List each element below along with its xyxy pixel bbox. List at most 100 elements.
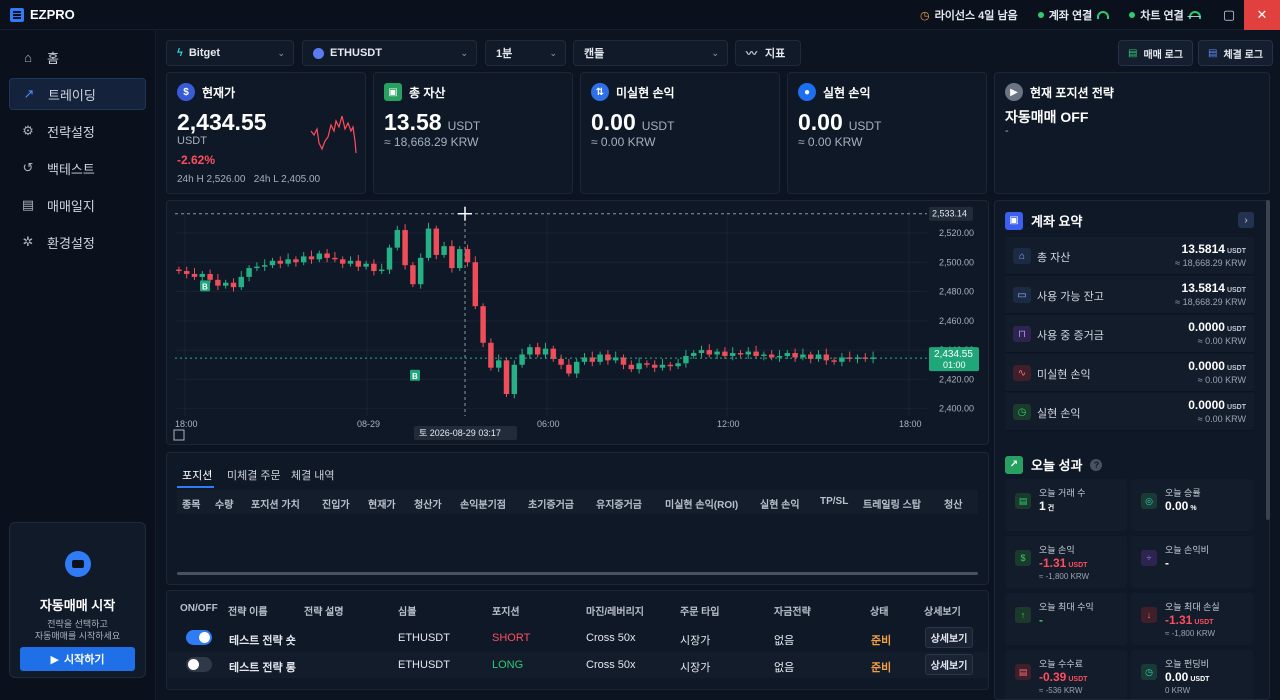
bitget-icon: ϟ — [177, 47, 183, 59]
detail-button[interactable]: 상세보기 — [925, 654, 973, 675]
candle — [261, 265, 268, 267]
wallet-icon: ▣ — [1005, 211, 1023, 230]
clock-icon: ◷ — [1013, 404, 1031, 420]
home-icon: ⌂ — [24, 49, 32, 65]
target-icon: ● — [798, 83, 816, 101]
x-tick-label: 18:00 — [175, 419, 198, 429]
candle — [230, 282, 237, 288]
arrows-icon: ⇅ — [591, 83, 609, 101]
candle — [519, 354, 525, 365]
status-dot-icon — [1037, 12, 1044, 18]
buy-marker — [410, 369, 420, 381]
total-asset-card: ▣ 총 자산 13.58 USDT ≈ 18,668.29 KRW — [373, 72, 573, 194]
document-icon: ▤ — [1015, 493, 1031, 509]
y-tick-label: 2,500.00 — [939, 257, 974, 267]
candle — [425, 228, 432, 258]
symbol-select[interactable]: ETHUSDT ⌄ — [302, 40, 477, 66]
candle — [417, 257, 424, 285]
strategy-toggle[interactable] — [186, 630, 212, 645]
trade-log-button[interactable]: ▤ 매매 로그 — [1118, 40, 1194, 66]
wifi-icon — [1188, 11, 1201, 19]
close-button[interactable]: ✕ — [1244, 0, 1280, 30]
candle — [542, 348, 549, 355]
sidebar-item-backtest[interactable]: ↺ 백테스트 — [22, 160, 95, 177]
lock-icon: ⊓ — [1013, 326, 1031, 342]
strategy-row: 테스트 전략 숏 ETHUSDT SHORT Cross 50x 시장가 없음 … — [168, 625, 988, 651]
candle — [503, 360, 510, 395]
vertical-scrollbar[interactable] — [1266, 200, 1270, 520]
strategy-toggle[interactable] — [186, 657, 212, 672]
active-tab-indicator — [177, 486, 214, 488]
price-card: $ 현재가 2,434.55 USDT -2.62% 24h H 2,526.00… — [166, 72, 366, 194]
tab-positions[interactable]: 포지션 — [182, 470, 213, 482]
candle — [527, 347, 533, 355]
horizontal-scrollbar[interactable] — [177, 572, 978, 575]
wallet-icon: ▣ — [384, 83, 402, 101]
candle — [800, 354, 806, 358]
last-price-time: 01:00 — [943, 360, 966, 370]
y-tick-label: 2,420.00 — [939, 374, 974, 384]
candle — [706, 350, 713, 355]
candlestick-chart[interactable]: 2,520.002,500.002,480.002,460.002,440.00… — [167, 201, 990, 446]
detail-button[interactable]: 상세보기 — [925, 627, 973, 648]
candle — [183, 271, 190, 274]
total-asset-value: 13.58 USDT — [384, 109, 481, 135]
candle — [729, 353, 736, 356]
candle — [410, 265, 416, 285]
today-performance-title: ↗ 오늘 성과? — [1005, 455, 1103, 474]
chevron-right-icon[interactable]: › — [1238, 212, 1254, 228]
candle — [176, 269, 182, 272]
candle — [433, 228, 440, 255]
target-icon: ◎ — [1141, 493, 1157, 509]
y-tick-label: 2,480.00 — [939, 287, 974, 297]
candle — [683, 355, 689, 364]
logo-icon — [10, 7, 24, 22]
interval-select[interactable]: 1분 ⌄ — [485, 40, 566, 66]
candle — [324, 253, 330, 258]
indicator-button[interactable]: 〰 지표 — [735, 40, 801, 66]
exchange-select[interactable]: ϟ Bitget ⌄ — [166, 40, 294, 66]
sidebar-item-settings[interactable]: ✲ 환경설정 — [22, 234, 95, 251]
candle — [636, 363, 642, 370]
price-change: -2.62% — [177, 153, 216, 167]
unrealized-pnl-card: ⇅ 미실현 손익 0.00 USDT ≈ 0.00 KRW — [580, 72, 780, 194]
backtest-icon: ↺ — [22, 160, 34, 175]
app-title: EZPRO — [30, 7, 75, 22]
candle — [550, 348, 557, 359]
tab-fill-history[interactable]: 체결 내역 — [291, 470, 335, 482]
chart-type-select[interactable]: 캔들 ⌄ — [573, 40, 728, 66]
divide-icon: ÷ — [1141, 550, 1157, 566]
dollar-icon: $ — [1015, 550, 1031, 566]
candle — [870, 357, 876, 359]
candle — [784, 353, 791, 356]
chevron-down-icon: ⌄ — [549, 47, 557, 58]
account-row: ▭ 사용 가능 잔고 13.5814 USDT ≈ 18,668.29 KRW — [1005, 276, 1254, 314]
price-unit: USDT — [177, 135, 207, 147]
current-price: 2,434.55 — [177, 109, 267, 135]
candle — [644, 363, 650, 365]
tab-open-orders[interactable]: 미체결 주문 — [227, 470, 281, 482]
minimize-button[interactable]: — — [1187, 7, 1201, 23]
auto-trading-card: 자동매매 시작 전략을 선택하고 자동매매를 시작하세요 ▶ 시작하기 — [9, 522, 146, 678]
sidebar-item-journal[interactable]: ▤ 매매일지 — [21, 197, 95, 214]
candle — [316, 253, 323, 260]
candle — [215, 279, 221, 286]
start-auto-trading-button[interactable]: ▶ 시작하기 — [20, 647, 135, 671]
sliders-icon: ⚙ — [22, 123, 34, 138]
maximize-button[interactable]: ▢ — [1222, 7, 1236, 22]
eth-icon — [313, 47, 324, 59]
candle — [277, 260, 284, 264]
candle — [776, 355, 783, 358]
account-row: ⊓ 사용 중 증거금 0.0000 USDT ≈ 0.00 KRW — [1005, 315, 1254, 353]
bank-icon: ⌂ — [1013, 248, 1031, 264]
candle — [768, 354, 775, 358]
candle — [355, 260, 362, 267]
fill-log-button[interactable]: ▤ 체결 로그 — [1198, 40, 1274, 66]
sidebar-item-strategy[interactable]: ⚙ 전략설정 — [22, 123, 95, 140]
sidebar-item-trading[interactable]: ↗ 트레이딩 — [9, 78, 146, 110]
price-sparkline — [310, 115, 357, 154]
sidebar-item-home[interactable]: ⌂ 홈 — [9, 41, 146, 73]
price-chart[interactable]: 2,520.002,500.002,480.002,460.002,440.00… — [166, 200, 989, 445]
help-icon[interactable]: ? — [1090, 458, 1103, 471]
